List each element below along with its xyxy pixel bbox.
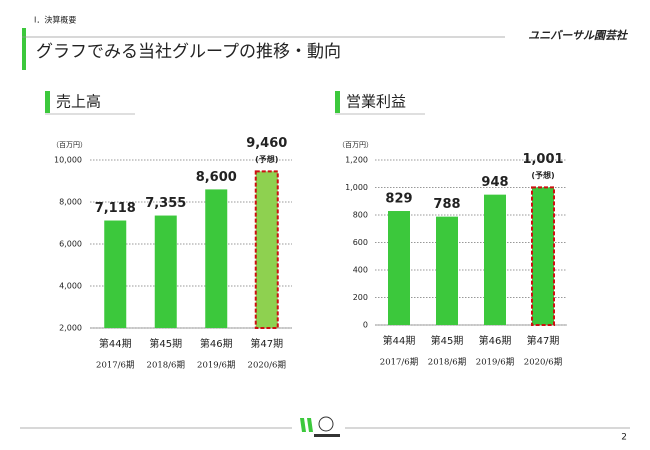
bar <box>388 211 410 325</box>
bar <box>484 194 506 325</box>
period-label: 2018/6期 <box>147 361 185 371</box>
y-tick-label: 600 <box>353 238 368 247</box>
period-label: 2019/6期 <box>476 358 514 368</box>
section: I．決算概要 <box>34 15 76 25</box>
value-label: 829 <box>385 192 412 207</box>
footer-logo <box>300 416 340 437</box>
value-label: 8,600 <box>196 170 237 185</box>
annotation: (予想) <box>531 170 554 180</box>
x-tick-label: 第45期 <box>431 334 464 347</box>
bar <box>205 189 228 328</box>
value-label: 7,118 <box>95 201 136 216</box>
period-label: 2017/6期 <box>96 361 134 371</box>
annotation: (予想) <box>255 154 278 164</box>
chart-title: 売上高 <box>56 93 101 111</box>
y-tick-label: 8,000 <box>59 198 82 207</box>
x-tick-label: 第44期 <box>383 334 416 347</box>
unit-label: （百万円） <box>338 141 373 149</box>
period-label: 2020/6期 <box>524 358 562 368</box>
value-label: 1,001 <box>522 152 563 167</box>
page-number: 2 <box>621 433 627 443</box>
chart-title: 営業利益 <box>346 93 406 111</box>
slide-title: グラフでみる当社グループの推移・動向 <box>36 42 341 62</box>
period-label: 2019/6期 <box>197 361 235 371</box>
period-label: 2020/6期 <box>248 361 286 371</box>
period-label: 2018/6期 <box>428 358 466 368</box>
x-tick-label: 第46期 <box>200 337 233 350</box>
bar <box>531 186 555 326</box>
value-label: 948 <box>481 175 508 190</box>
y-tick-label: 1,200 <box>345 156 368 165</box>
company: ユニバーサル園芸社 <box>528 29 629 42</box>
chart-title-accent <box>335 91 340 113</box>
bar <box>254 170 279 329</box>
value-label: 7,355 <box>145 196 186 211</box>
y-tick-label: 2,000 <box>59 324 82 333</box>
bar <box>104 220 127 328</box>
title-accent <box>22 28 26 70</box>
x-tick-label: 第47期 <box>250 337 283 350</box>
x-tick-label: 第45期 <box>149 337 182 350</box>
y-tick-label: 6,000 <box>59 240 82 249</box>
x-tick-label: 第46期 <box>479 334 512 347</box>
x-tick-label: 第47期 <box>527 334 560 347</box>
value-label: 9,460 <box>246 136 287 151</box>
y-tick-label: 200 <box>353 293 368 302</box>
y-tick-label: 4,000 <box>59 282 82 291</box>
chart-title-accent <box>45 91 50 113</box>
x-tick-label: 第44期 <box>99 337 132 350</box>
y-tick-label: 1,000 <box>345 183 368 192</box>
y-tick-label: 400 <box>353 266 368 275</box>
bar <box>436 216 458 325</box>
y-tick-label: 800 <box>353 211 368 220</box>
value-label: 788 <box>433 197 460 212</box>
y-tick-label: 0 <box>363 321 368 330</box>
y-tick-label: 10,000 <box>54 156 82 165</box>
unit-label: （百万円） <box>52 141 87 149</box>
bar <box>154 215 177 328</box>
period-label: 2017/6期 <box>380 358 418 368</box>
